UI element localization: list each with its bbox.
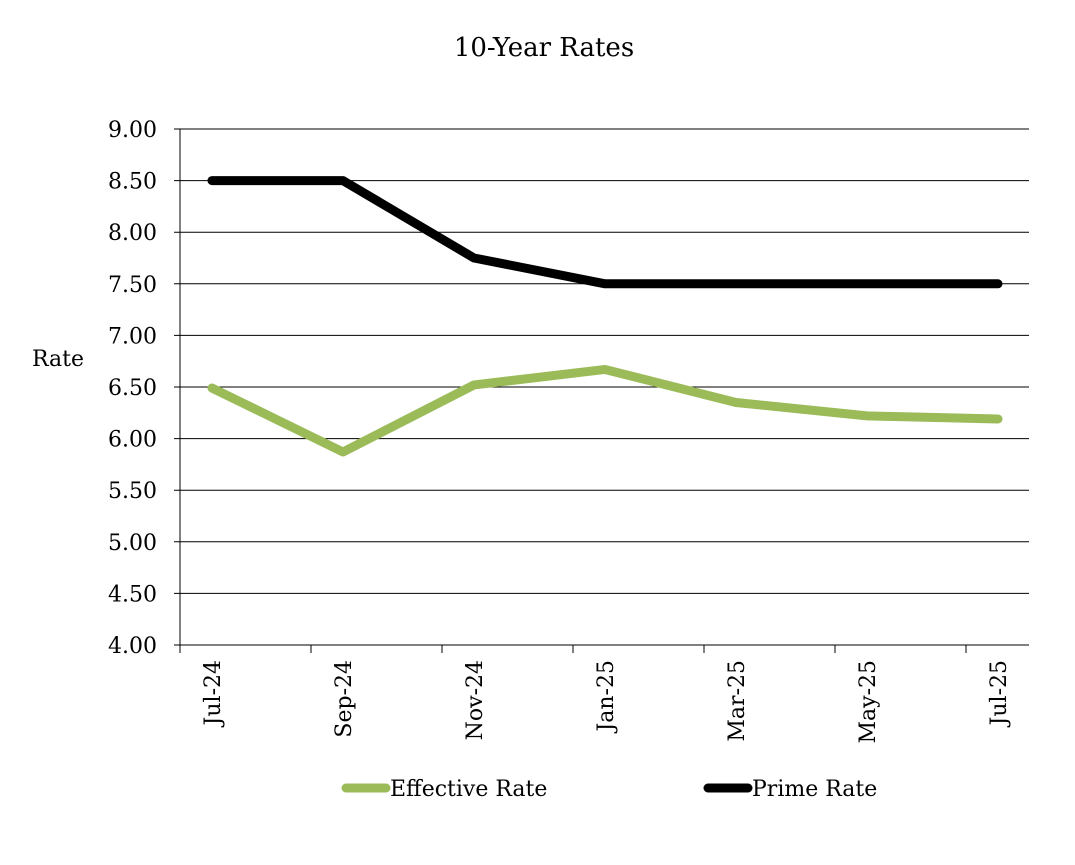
legend: Effective Rate Prime Rate [341, 777, 877, 802]
y-tick-labels: 4.00 4.50 5.00 5.50 6.00 6.50 7.00 7.50 8.00 8.50… [108, 118, 157, 659]
x-tick-label: Nov-24 [463, 660, 488, 740]
x-tick-label: Jul-25 [987, 660, 1012, 727]
x-tick-label: Sep-24 [332, 660, 357, 738]
x-axis: Jul-24 Sep-24 Nov-24 Jan-25 Mar-25 May-25 Jul-… [179, 129, 1012, 744]
legend-label: Prime Rate [752, 777, 877, 802]
y-tick-label: 7.00 [108, 324, 157, 349]
x-tick-label: Jan-25 [594, 660, 619, 734]
x-tick-label: Jul-24 [201, 660, 226, 727]
y-tick-label: 6.50 [108, 376, 157, 401]
y-tick-label: 6.00 [108, 428, 157, 453]
y-tick-label: 5.00 [108, 531, 157, 556]
x-tick-label: May-25 [856, 660, 881, 744]
y-tick-label: 5.50 [108, 479, 157, 504]
y-tick-label: 8.00 [108, 221, 157, 246]
x-tick-label: Mar-25 [725, 660, 750, 742]
y-tick-label: 9.00 [108, 118, 157, 143]
y-tick-label: 8.50 [108, 170, 157, 195]
gridlines [174, 128, 1029, 646]
series-line-prime-rate [207, 176, 1003, 289]
legend-label: Effective Rate [390, 777, 547, 802]
series-lines [207, 176, 1003, 457]
y-tick-label: 4.50 [108, 582, 157, 607]
y-tick-label: 4.00 [108, 634, 157, 659]
chart-title: 10-Year Rates [454, 33, 634, 63]
series-line-effective-rate [207, 364, 1003, 457]
y-tick-label: 7.50 [108, 273, 157, 298]
y-axis-label: Rate [32, 347, 84, 372]
